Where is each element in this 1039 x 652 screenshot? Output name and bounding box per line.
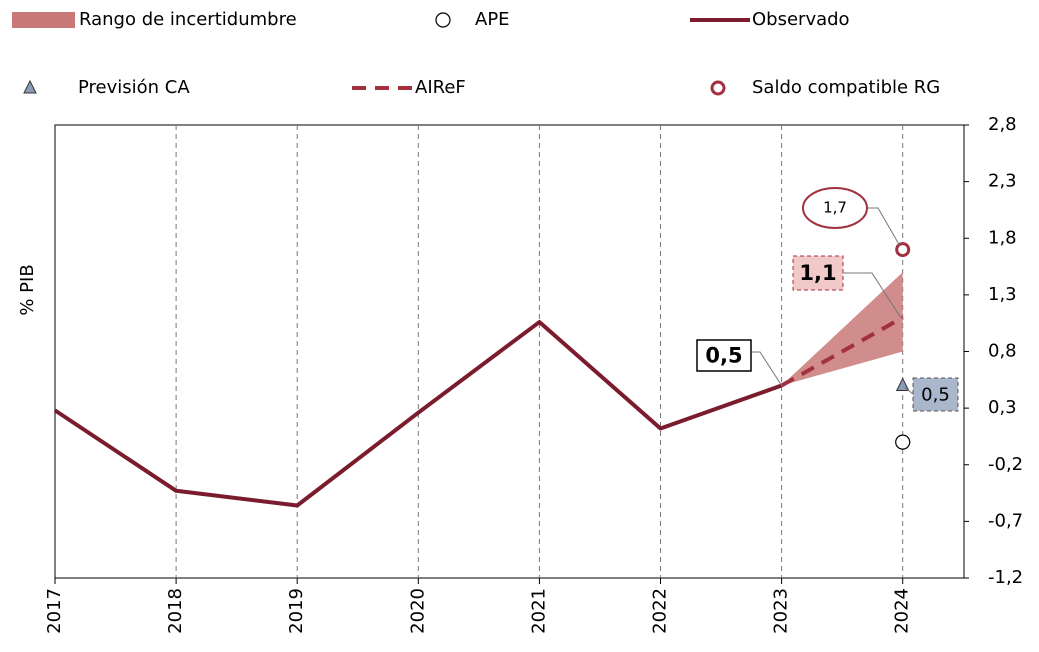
y-tick-label: 2,3 (988, 171, 1017, 192)
x-tick-label: 2019 (286, 588, 307, 634)
legend-swatch (12, 12, 75, 28)
y-tick-label: 1,8 (988, 227, 1017, 248)
legend-label: Previsión CA (78, 77, 190, 98)
label-leader (867, 207, 901, 246)
label-leader (751, 351, 783, 386)
legend-label: Rango de incertidumbre (79, 9, 297, 30)
data-label: 1,1 (799, 261, 836, 285)
x-tick-label: 2018 (165, 588, 186, 634)
marker (895, 242, 911, 258)
x-tick-label: 2024 (892, 588, 913, 634)
y-tick-label: 0,8 (988, 341, 1017, 362)
label-box (802, 187, 868, 229)
label-leader (843, 272, 902, 318)
legend-label: AIReF (415, 77, 466, 98)
legend: Rango de incertidumbre APE Observado Previs… (12, 9, 940, 98)
legend-label: Saldo compatible RG (752, 77, 940, 98)
x-tick-label: 2022 (650, 588, 671, 634)
y-tick-label: 0,3 (988, 397, 1017, 418)
x-tick-label: 2023 (771, 588, 792, 634)
marker (23, 79, 37, 94)
y-tick-label: 1,3 (988, 284, 1017, 305)
data-label: 0,5 (921, 385, 950, 406)
observed-line (53, 320, 783, 508)
marker (895, 434, 911, 450)
label-box (792, 255, 844, 291)
y-tick-label: -1,2 (988, 567, 1023, 588)
uncertainty-range (781, 272, 903, 386)
legend-label: Observado (752, 9, 850, 30)
legend-label: APE (475, 9, 510, 30)
x-tick-label: 2017 (44, 588, 65, 634)
label-leader (904, 387, 914, 395)
data-label: 0,5 (705, 344, 742, 368)
y-tick-label: 2,8 (988, 114, 1017, 135)
y-tick-label: -0,7 (988, 510, 1023, 531)
y-tick-label: -0,2 (988, 454, 1023, 475)
data-label: 1,7 (823, 199, 847, 217)
x-tick-label: 2020 (407, 588, 428, 634)
forecast-line (780, 315, 904, 388)
y-axis-label: % PIB (17, 264, 38, 315)
marker (710, 80, 726, 96)
marker (435, 12, 451, 28)
x-tick-label: 2021 (528, 588, 549, 634)
label-box (696, 339, 752, 372)
label-box (912, 377, 959, 412)
marker (895, 377, 910, 391)
